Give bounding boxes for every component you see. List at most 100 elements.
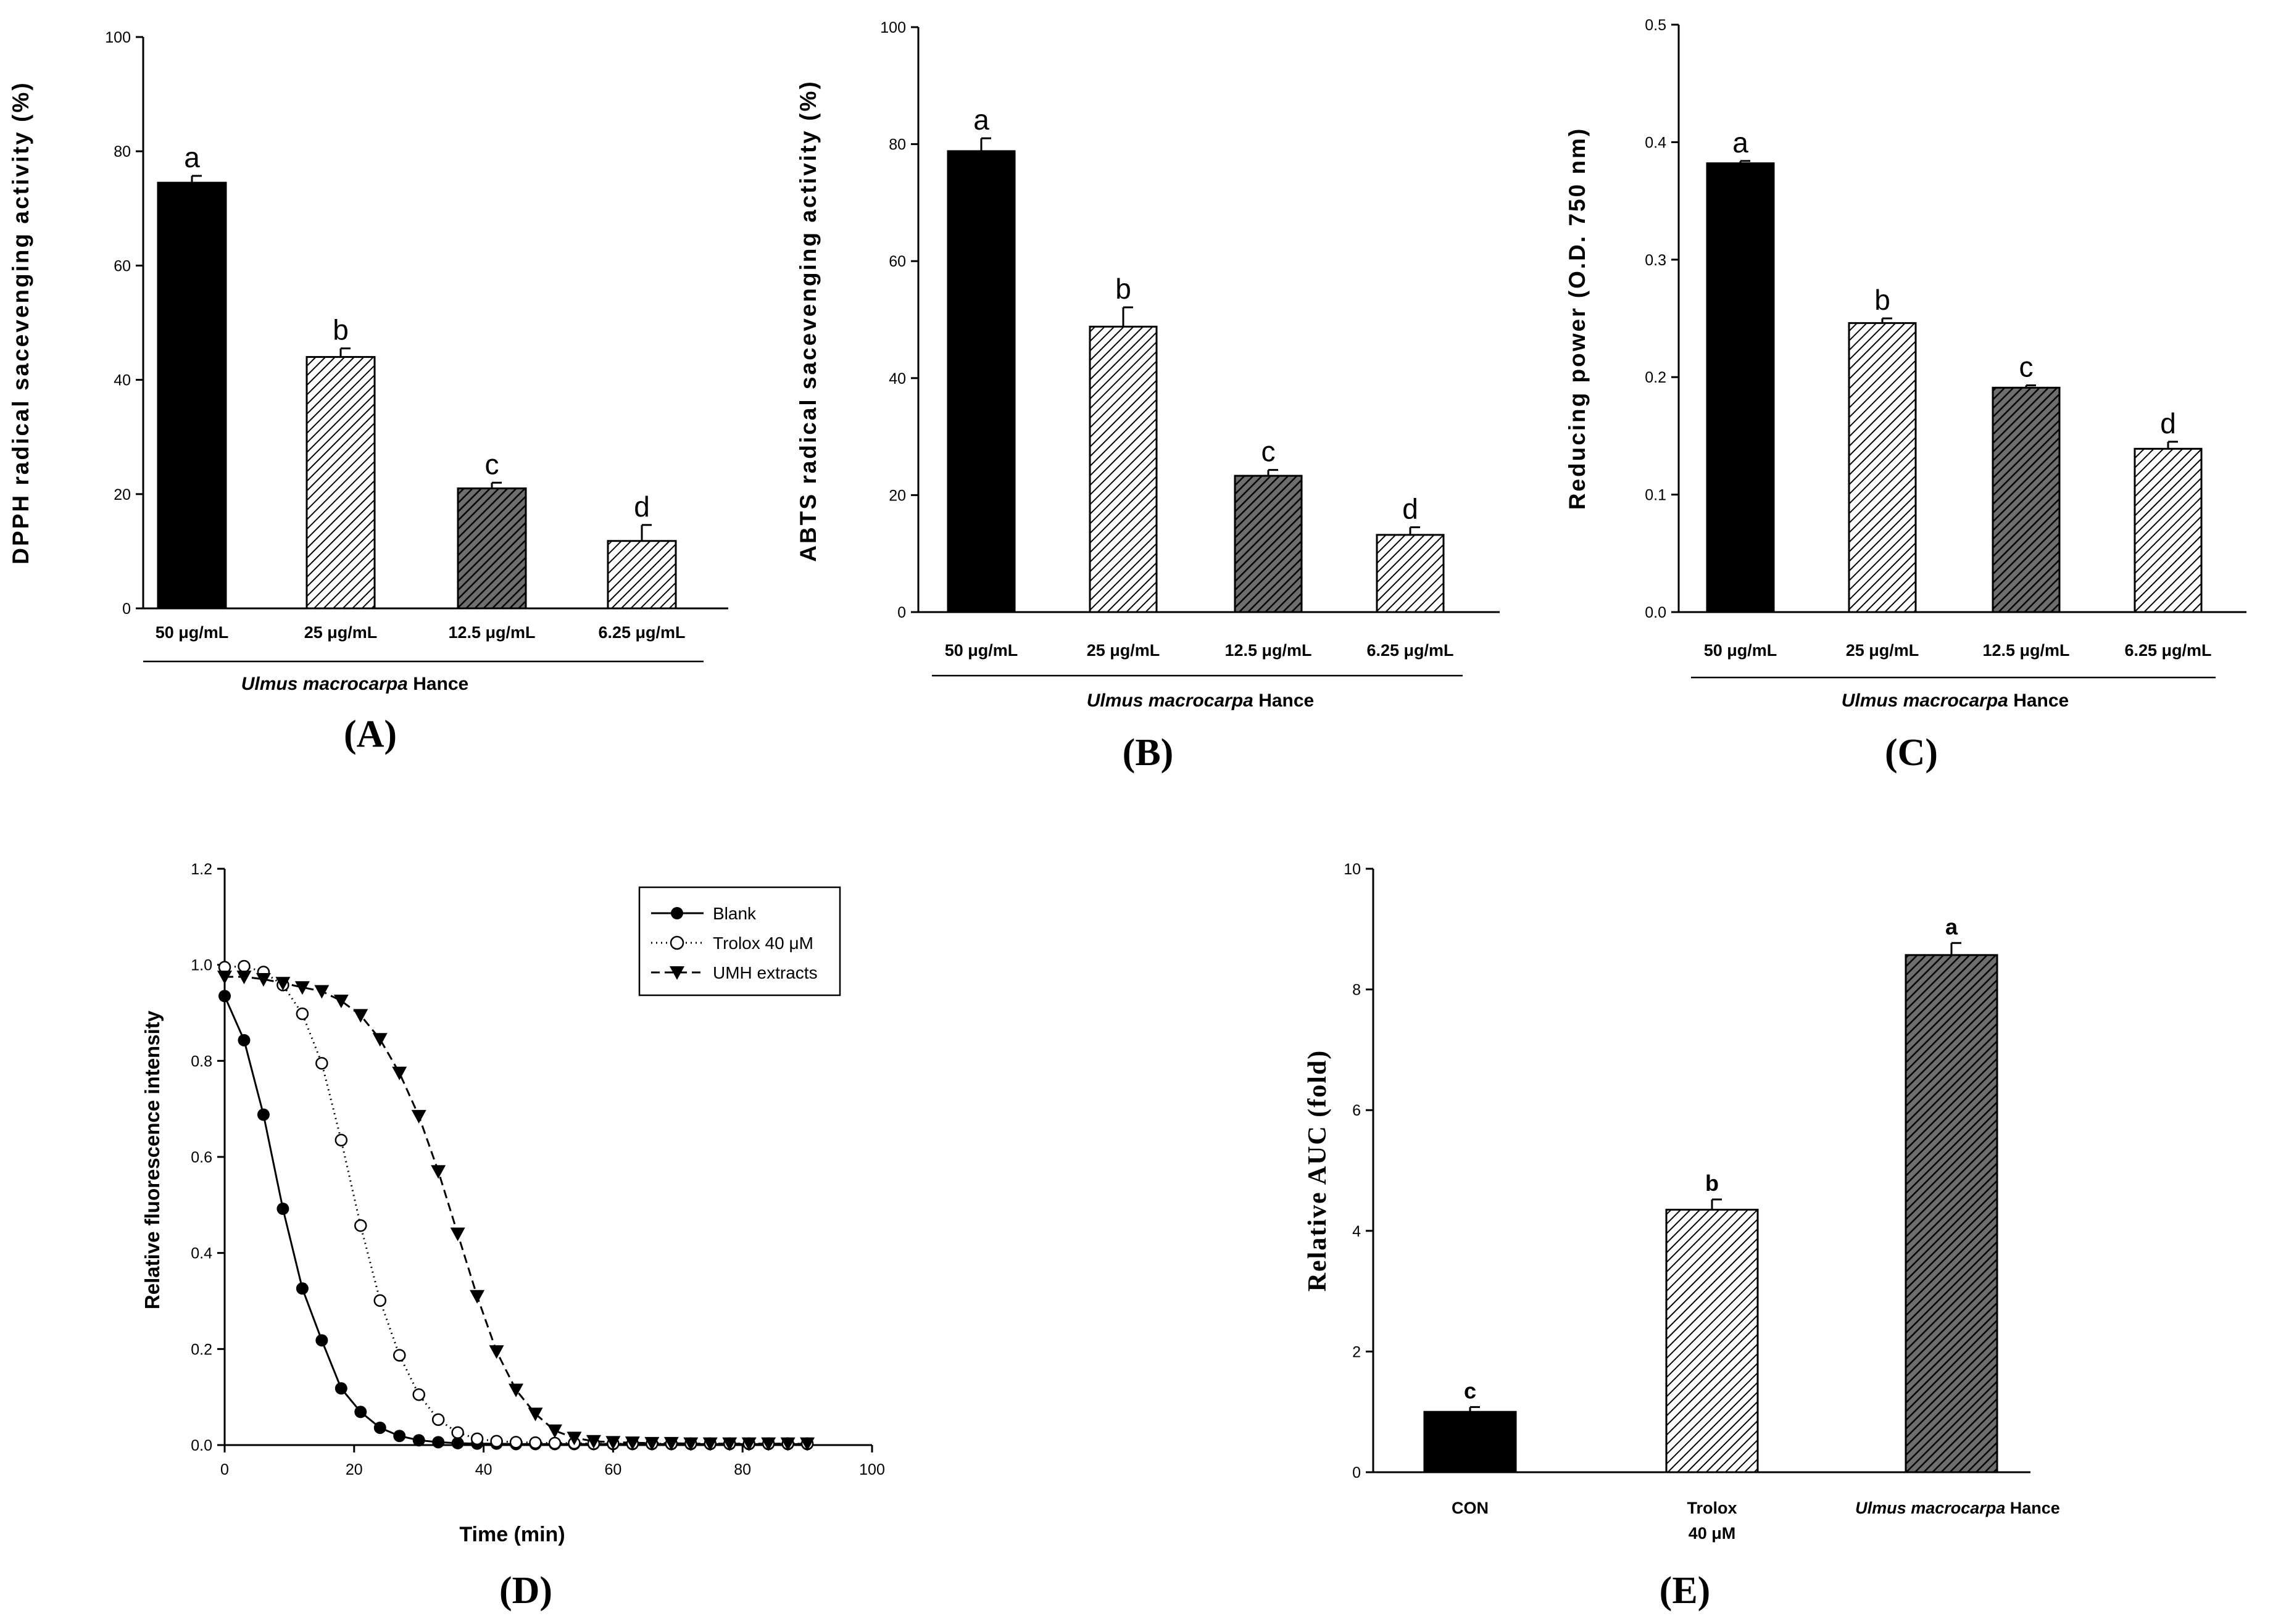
y-tick-label: 0.0 <box>191 1437 212 1454</box>
data-point-umh-extracts <box>663 1436 679 1451</box>
data-point-umh-extracts <box>411 1109 426 1124</box>
y-tick-label: 0 <box>897 604 906 621</box>
significance-letter: a <box>1945 914 1958 939</box>
x-category-label: 50 μg/mL <box>1704 641 1777 660</box>
d-legend: Blank Trolox 40 μM UMH extracts <box>638 886 841 996</box>
panel-c-reducing-power-chart: 0.0 0.1 0.2 0.3 0.4 0.5 Reducing power (O.D. 7… <box>1565 17 2246 711</box>
panel-e-auc-chart: 0 2 4 6 8 10 Relative AUC (fold) c b a CON Trolox 40… <box>1303 861 2060 1543</box>
y-tick-label: 40 <box>114 372 131 389</box>
legend-label-umh: UMH extracts <box>713 963 818 982</box>
data-point-umh-extracts <box>470 1290 485 1304</box>
y-tick-label: 0.0 <box>1645 604 1666 621</box>
series-line-umh-extracts <box>225 976 808 1445</box>
panel-b-abts-chart: 0 20 40 60 80 100 ABTS radical sacevenging act… <box>796 19 1500 711</box>
data-point-umh-extracts <box>450 1227 465 1241</box>
data-point-umh-extracts <box>800 1437 815 1451</box>
y-tick-label: 0.5 <box>1645 17 1666 34</box>
x-category-label: 6.25 μg/mL <box>598 623 685 642</box>
data-point-blank <box>335 1382 347 1395</box>
significance-letter: a <box>1732 126 1748 159</box>
bar <box>1992 386 2061 613</box>
y-tick-label: 1.2 <box>191 861 212 878</box>
legend-marker-blank <box>671 907 683 919</box>
data-point-trolox-40-m <box>470 1432 484 1446</box>
data-point-umh-extracts <box>761 1437 776 1451</box>
data-point-blank <box>218 990 231 1003</box>
y-tick-label: 8 <box>1352 982 1361 999</box>
y-axis-title: Reducing power (O.D. 750 nm) <box>1565 127 1590 510</box>
significance-letter: b <box>333 314 349 346</box>
x-tick-label: 80 <box>734 1461 751 1478</box>
group-label: Ulmus macrocarpa Hance <box>1087 690 1315 711</box>
y-tick-label: 100 <box>105 29 131 46</box>
y-tick-label: 100 <box>880 19 906 36</box>
y-tick-label: 80 <box>114 143 131 160</box>
x-category-label-trolox-conc: 40 μM <box>1689 1524 1736 1543</box>
y-axis-title: ABTS radical sacevenging activity (%) <box>796 80 821 561</box>
bar <box>1848 322 1917 613</box>
d-x-axis-title: Time (min) <box>459 1523 565 1546</box>
data-point-umh-extracts <box>509 1383 524 1398</box>
data-point-blank <box>412 1434 425 1447</box>
x-category-label-con: CON <box>1452 1499 1489 1517</box>
data-point-umh-extracts <box>217 971 232 985</box>
significance-letter: d <box>1402 493 1418 525</box>
group-label: Ulmus macrocarpa Hance <box>241 674 469 694</box>
bar <box>947 150 1016 613</box>
data-point-trolox-40-m <box>451 1426 464 1440</box>
y-tick-label: 80 <box>889 136 906 154</box>
data-point-blank <box>296 1282 309 1295</box>
x-tick-label: 0 <box>220 1461 229 1478</box>
bar <box>1905 954 1998 1473</box>
data-point-blank <box>393 1430 406 1443</box>
significance-letter: b <box>1115 273 1131 305</box>
y-axis-title: Relative AUC (fold) <box>1303 1050 1332 1292</box>
y-tick-label: 6 <box>1352 1102 1361 1119</box>
y-tick-label: 1.0 <box>191 957 212 974</box>
x-category-label: 12.5 μg/mL <box>448 623 535 642</box>
significance-letter: d <box>634 491 650 523</box>
bar <box>157 181 227 610</box>
legend-label-trolox: Trolox 40 μM <box>713 934 813 953</box>
y-tick-label: 20 <box>889 487 906 504</box>
data-point-umh-extracts <box>392 1066 407 1080</box>
data-point-trolox-40-m <box>431 1413 445 1426</box>
data-point-umh-extracts <box>741 1437 757 1451</box>
data-point-blank <box>315 1334 328 1347</box>
y-tick-label: 0.2 <box>1645 369 1666 386</box>
x-category-label-umh: Ulmus macrocarpa Hance <box>1855 1499 2060 1517</box>
bar <box>2134 447 2203 613</box>
data-point-umh-extracts <box>683 1437 699 1451</box>
y-tick-label: 4 <box>1352 1223 1361 1240</box>
y-axis-title: Relative fluorescence intensity <box>141 1010 164 1309</box>
data-point-umh-extracts <box>567 1431 582 1446</box>
y-tick-label: 0.1 <box>1645 487 1666 504</box>
data-point-umh-extracts <box>431 1165 446 1179</box>
data-point-umh-extracts <box>275 977 291 991</box>
data-point-trolox-40-m <box>354 1219 367 1232</box>
panel-d-fluorescence-chart: 0.0 0.2 0.4 0.6 0.8 1.0 1.2 0 20 40 60 80 100 Relativ… <box>141 861 885 1478</box>
y-tick-label: 2 <box>1352 1343 1361 1361</box>
data-point-umh-extracts <box>294 981 310 995</box>
data-point-umh-extracts <box>780 1437 796 1451</box>
y-tick-label: 10 <box>1344 861 1361 878</box>
y-tick-label: 0.8 <box>191 1053 212 1070</box>
y-tick-label: 0.6 <box>191 1149 212 1166</box>
data-point-umh-extracts <box>489 1345 504 1359</box>
data-point-umh-extracts <box>333 995 349 1009</box>
y-tick-label: 0 <box>1352 1464 1361 1481</box>
bar <box>1234 474 1303 613</box>
data-point-blank <box>276 1203 289 1216</box>
panel-label-d: (D) <box>499 1570 552 1612</box>
bar <box>305 356 376 610</box>
bar <box>1423 1411 1517 1473</box>
y-tick-label: 0.4 <box>1645 134 1666 151</box>
data-point-blank <box>238 1034 251 1046</box>
data-point-trolox-40-m <box>315 1056 328 1070</box>
data-point-umh-extracts <box>256 973 271 987</box>
panel-a-dpph-chart: 0 20 40 60 80 100 DPPH radical sacevenging act… <box>8 29 728 694</box>
data-point-trolox-40-m <box>509 1436 523 1449</box>
series-line-blank <box>223 995 808 1445</box>
y-tick-label: 0.4 <box>191 1245 212 1262</box>
y-tick-label: 20 <box>114 486 131 503</box>
